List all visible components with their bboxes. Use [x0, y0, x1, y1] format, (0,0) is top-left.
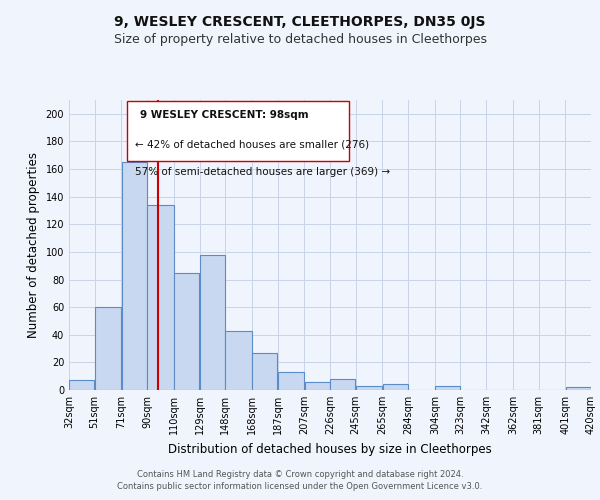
Y-axis label: Number of detached properties: Number of detached properties	[27, 152, 40, 338]
Text: Contains HM Land Registry data © Crown copyright and database right 2024.: Contains HM Land Registry data © Crown c…	[137, 470, 463, 479]
Bar	[305, 382, 330, 390]
Bar	[95, 307, 121, 390]
Bar	[252, 352, 277, 390]
Bar	[200, 254, 225, 390]
Bar	[566, 387, 591, 390]
Text: Contains public sector information licensed under the Open Government Licence v3: Contains public sector information licen…	[118, 482, 482, 491]
Bar	[356, 386, 382, 390]
Text: Size of property relative to detached houses in Cleethorpes: Size of property relative to detached ho…	[113, 32, 487, 46]
Bar	[278, 372, 304, 390]
Text: 9 WESLEY CRESCENT: 98sqm: 9 WESLEY CRESCENT: 98sqm	[140, 110, 308, 120]
Text: ← 42% of detached houses are smaller (276): ← 42% of detached houses are smaller (27…	[134, 139, 369, 149]
Bar	[383, 384, 408, 390]
Bar	[174, 272, 199, 390]
Bar	[330, 379, 355, 390]
Text: 9, WESLEY CRESCENT, CLEETHORPES, DN35 0JS: 9, WESLEY CRESCENT, CLEETHORPES, DN35 0J…	[114, 15, 486, 29]
Bar	[122, 162, 147, 390]
Text: 57% of semi-detached houses are larger (369) →: 57% of semi-detached houses are larger (…	[134, 166, 390, 176]
Bar	[69, 380, 94, 390]
Bar	[148, 205, 173, 390]
X-axis label: Distribution of detached houses by size in Cleethorpes: Distribution of detached houses by size …	[168, 442, 492, 456]
Bar	[226, 330, 252, 390]
Bar	[435, 386, 460, 390]
FancyBboxPatch shape	[127, 102, 349, 161]
